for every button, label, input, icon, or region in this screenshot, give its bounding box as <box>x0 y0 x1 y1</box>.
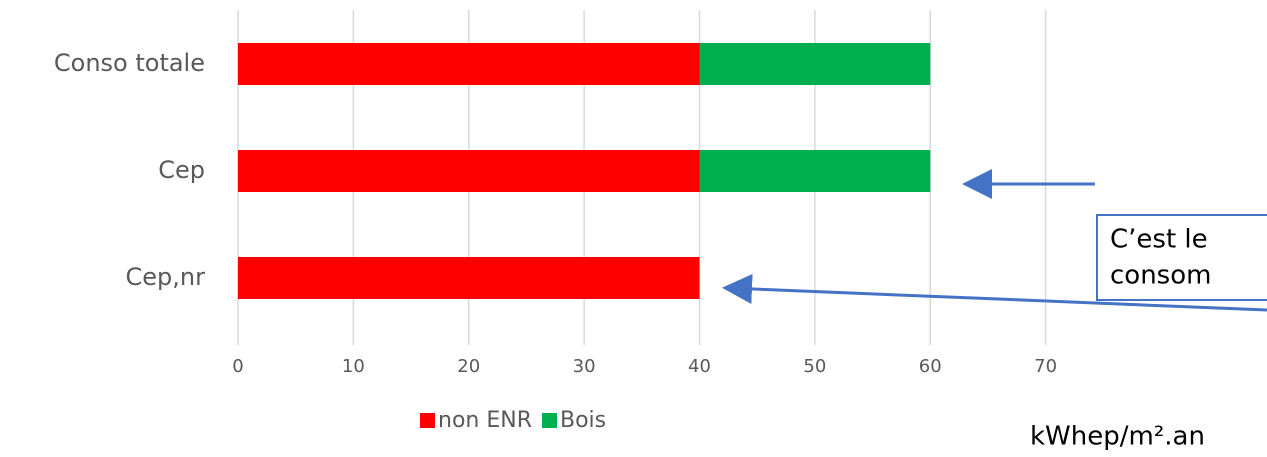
bar <box>238 43 700 85</box>
legend-swatch <box>420 413 435 428</box>
y-tick-label: Conso totale <box>54 49 205 77</box>
x-tick-label: 40 <box>688 356 711 377</box>
annotation: C’est le <box>1110 225 1208 255</box>
arrow <box>722 273 1267 312</box>
legend-swatch <box>542 413 557 428</box>
bars <box>238 43 931 299</box>
y-tick-label: Cep,nr <box>126 263 206 291</box>
x-tick-label: 30 <box>573 356 596 377</box>
legend-label: non ENR <box>438 408 532 433</box>
annotation-box <box>1096 214 1267 301</box>
annotation: consom <box>1110 261 1211 291</box>
x-axis-label: kWhep/m².an <box>1030 422 1205 452</box>
x-tick-label: 50 <box>803 356 826 377</box>
legend-label: Bois <box>560 408 606 433</box>
y-tick-label: Cep <box>158 156 205 184</box>
x-tick-label: 0 <box>232 356 243 377</box>
bar <box>238 150 700 192</box>
bar <box>699 43 931 85</box>
x-tick-label: 70 <box>1034 356 1057 377</box>
x-tick-label: 60 <box>919 356 942 377</box>
bar <box>238 257 700 299</box>
x-tick-label: 10 <box>342 356 365 377</box>
x-tick-label: 20 <box>457 356 480 377</box>
bar <box>699 150 931 192</box>
